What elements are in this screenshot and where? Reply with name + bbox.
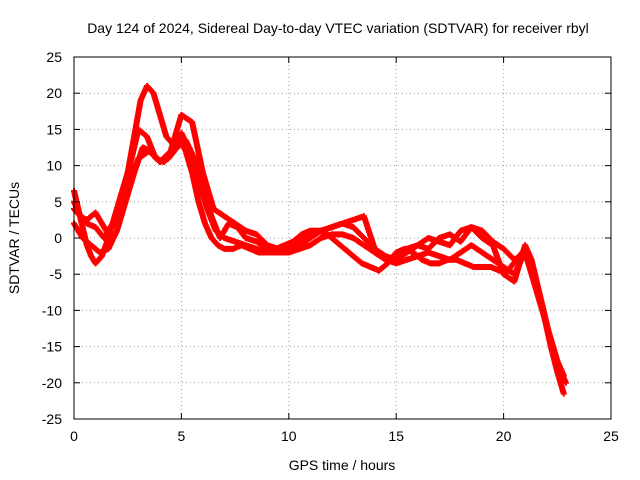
y-tick-label: 25 (46, 49, 62, 65)
y-tick-label: -25 (42, 411, 62, 427)
y-tick-label: 0 (54, 230, 62, 246)
x-axis-label: GPS time / hours (289, 457, 396, 473)
y-axis-label: SDTVAR / TECUs (6, 182, 22, 294)
data-point (522, 249, 529, 256)
y-tick-label: -20 (42, 375, 62, 391)
series-4 (71, 111, 529, 263)
series-2 (71, 126, 567, 379)
series-3 (71, 137, 569, 386)
y-tick-label: 15 (46, 121, 62, 137)
y-tick-label: -15 (42, 339, 62, 355)
y-tick-label: 10 (46, 158, 62, 174)
data-point (562, 379, 569, 386)
data-points (71, 82, 569, 397)
x-tick-label: 25 (603, 428, 619, 444)
x-tick-label: 15 (388, 428, 404, 444)
x-tick-label: 0 (70, 428, 78, 444)
x-tick-label: 5 (178, 428, 186, 444)
y-tick-label: 5 (54, 194, 62, 210)
y-tick-label: -5 (50, 266, 63, 282)
data-point (560, 390, 567, 397)
y-tick-label: -10 (42, 302, 62, 318)
y-tick-label: 20 (46, 85, 62, 101)
x-tick-label: 20 (496, 428, 512, 444)
axis-ticks: 0 5 10 15 20 25 -25 -20 -15 -10 -5 0 5 10 15 20 25 (42, 49, 619, 444)
grid-lines (74, 57, 611, 419)
x-tick-label: 10 (281, 428, 297, 444)
chart-title: Day 124 of 2024, Sidereal Day-to-day VTE… (87, 20, 589, 36)
